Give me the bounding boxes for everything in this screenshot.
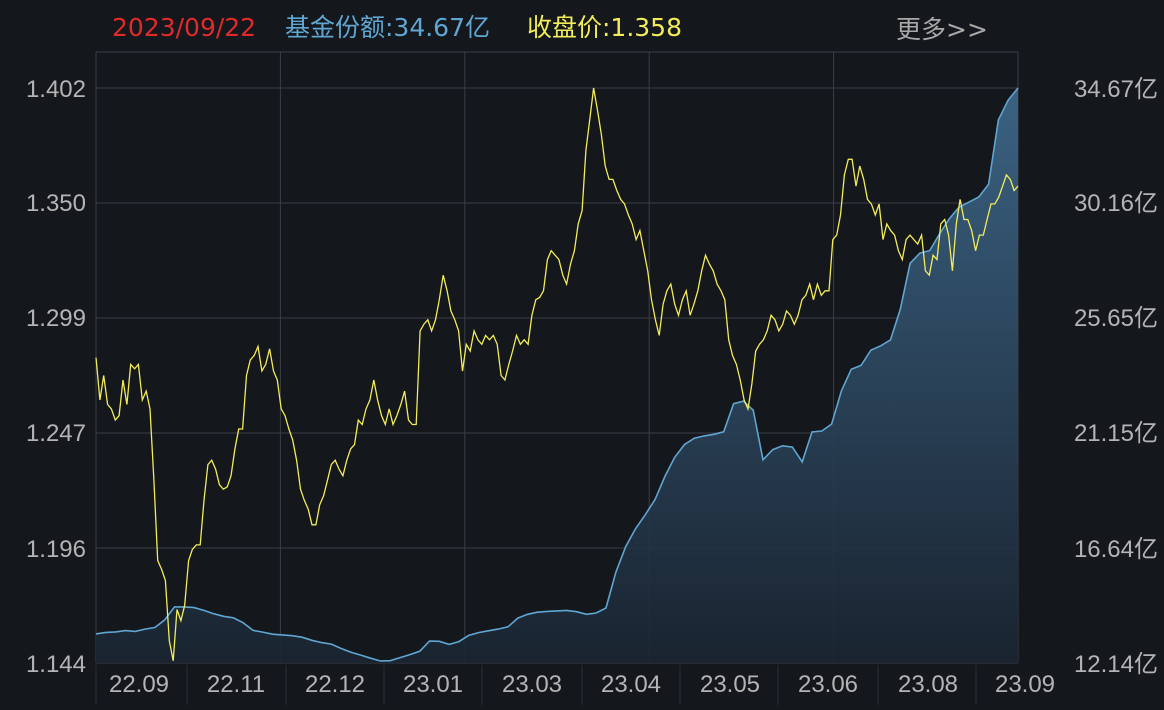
price-line-layer	[95, 87, 1019, 661]
left-tick-label: 1.144	[26, 651, 86, 678]
shares-area-layer	[95, 87, 1019, 663]
x-tick-label: 23.05	[700, 671, 760, 698]
price-line	[95, 87, 1019, 661]
left-tick-label: 1.247	[26, 420, 86, 447]
right-tick-label: 16.64亿	[1074, 536, 1158, 563]
x-tick-label: 23.09	[995, 671, 1055, 698]
left-tick-label: 1.402	[26, 76, 86, 103]
right-tick-label: 12.14亿	[1074, 651, 1158, 678]
header-shares: 基金份额:34.67亿	[285, 13, 490, 42]
x-tick-label: 22.11	[207, 671, 265, 698]
x-tick-label: 23.01	[403, 671, 463, 698]
shares-area-fill	[96, 88, 1018, 663]
left-tick-label: 1.196	[26, 536, 86, 563]
header-date: 2023/09/22	[112, 13, 256, 42]
left-axis: 1.402 1.350 1.299 1.247 1.196 1.144	[26, 76, 86, 678]
right-tick-label: 34.67亿	[1074, 76, 1158, 103]
right-tick-label: 25.65亿	[1074, 305, 1158, 332]
right-tick-label: 21.15亿	[1074, 420, 1158, 447]
more-link[interactable]: 更多>>	[896, 15, 988, 44]
left-tick-label: 1.299	[26, 305, 86, 332]
x-tick-label: 23.04	[601, 671, 661, 698]
x-tick-label: 22.09	[109, 671, 169, 698]
right-axis: 34.67亿 30.16亿 25.65亿 21.15亿 16.64亿 12.14…	[1074, 76, 1158, 678]
x-tick-label: 23.03	[502, 671, 562, 698]
header-close-price: 收盘价:1.358	[527, 13, 682, 42]
x-tick-label: 23.08	[898, 671, 958, 698]
right-tick-label: 30.16亿	[1074, 190, 1158, 217]
x-axis: 22.09 22.11 22.12 23.01 23.03 23.04 23.0…	[95, 665, 1055, 705]
x-tick-label: 22.12	[305, 671, 365, 698]
left-tick-label: 1.350	[26, 190, 86, 217]
x-tick-label: 23.06	[798, 671, 858, 698]
